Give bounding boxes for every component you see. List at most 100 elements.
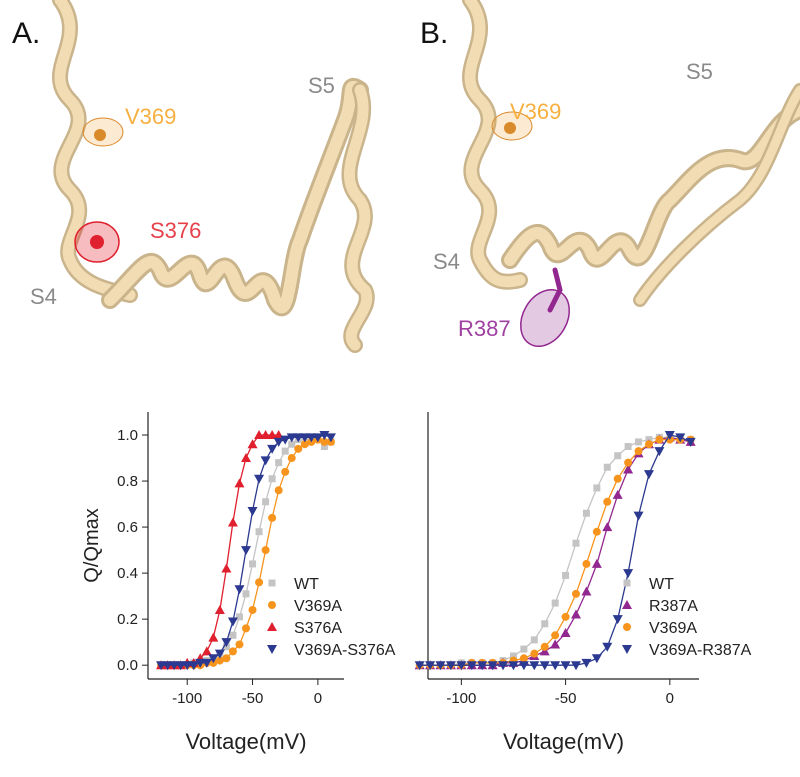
marker <box>530 649 539 658</box>
marker <box>551 631 560 640</box>
marker <box>644 440 653 449</box>
marker <box>249 560 257 568</box>
marker <box>622 645 632 654</box>
marker <box>456 661 467 671</box>
marker <box>247 439 258 449</box>
panel-label: B. <box>420 17 448 50</box>
marker <box>281 467 290 476</box>
marker <box>241 546 251 556</box>
marker <box>273 437 284 447</box>
x-tick-label: -100 <box>446 690 476 707</box>
marker <box>624 443 632 451</box>
y-tick-label: 0.6 <box>117 519 138 536</box>
x-axis-label: Voltage(mV) <box>503 729 624 754</box>
marker <box>254 474 265 484</box>
legend-label: R387A <box>649 598 698 615</box>
annotation: S5 <box>686 59 713 84</box>
marker <box>539 646 550 656</box>
marker <box>561 612 570 621</box>
marker <box>255 578 264 587</box>
annotation: S5 <box>308 73 335 98</box>
marker <box>622 600 632 609</box>
marker <box>623 623 631 631</box>
panel-label: A. <box>12 17 40 50</box>
marker <box>254 430 265 440</box>
x-axis-label: Voltage(mV) <box>185 729 306 754</box>
y-tick-label: 0.0 <box>117 657 138 674</box>
marker <box>592 527 601 536</box>
marker <box>286 433 297 443</box>
marker <box>306 433 317 443</box>
marker <box>612 615 623 625</box>
y-tick-label: 0.2 <box>117 611 138 628</box>
marker <box>562 571 570 579</box>
marker <box>572 589 581 598</box>
marker <box>267 444 278 454</box>
y-tick-label: 1.0 <box>117 427 138 444</box>
marker <box>655 435 664 444</box>
marker <box>214 604 225 614</box>
marker <box>571 609 582 619</box>
marker <box>268 579 276 587</box>
marker <box>560 661 571 671</box>
marker <box>188 661 199 671</box>
marker <box>208 632 219 642</box>
marker <box>260 456 271 466</box>
marker <box>261 546 270 555</box>
marker <box>635 438 643 446</box>
marker <box>214 649 225 659</box>
marker <box>551 599 559 607</box>
annotation: R387 <box>458 316 511 341</box>
marker <box>268 513 277 522</box>
marker <box>274 486 283 495</box>
marker <box>235 640 244 649</box>
legend-label: S376A <box>294 620 342 637</box>
marker <box>613 474 622 483</box>
marker <box>234 585 245 595</box>
marker <box>320 437 329 446</box>
annotation: S4 <box>30 284 57 309</box>
marker <box>325 433 336 443</box>
marker <box>281 447 289 455</box>
marker <box>262 498 270 506</box>
marker <box>169 661 180 671</box>
marker <box>156 661 167 671</box>
marker <box>498 661 509 671</box>
marker <box>623 569 634 579</box>
marker <box>280 435 291 445</box>
marker <box>540 642 549 651</box>
x-tick-label: 0 <box>314 690 322 707</box>
marker <box>685 437 696 447</box>
marker <box>571 661 582 671</box>
marker <box>593 484 601 492</box>
marker <box>572 539 580 547</box>
x-tick-label: 0 <box>666 690 674 707</box>
marker <box>654 447 665 457</box>
annotation: V369 <box>125 104 176 129</box>
marker <box>275 459 283 467</box>
marker <box>260 430 271 440</box>
marker <box>518 661 529 671</box>
marker <box>222 654 231 663</box>
marker <box>241 453 251 463</box>
marker <box>541 620 549 628</box>
marker <box>603 497 612 506</box>
marker <box>294 444 303 453</box>
marker <box>435 661 446 671</box>
marker <box>508 661 519 671</box>
marker <box>519 654 528 663</box>
marker <box>221 563 232 573</box>
x-tick-label: -100 <box>172 690 202 707</box>
marker <box>267 645 277 654</box>
marker <box>425 661 436 671</box>
marker <box>623 464 634 474</box>
legend-label: V369A <box>294 598 342 615</box>
marker <box>581 586 592 596</box>
marker <box>582 559 591 568</box>
marker <box>591 558 602 568</box>
x-tick-label: -50 <box>242 690 264 707</box>
marker <box>539 661 550 671</box>
marker <box>268 475 276 483</box>
marker <box>550 639 561 649</box>
